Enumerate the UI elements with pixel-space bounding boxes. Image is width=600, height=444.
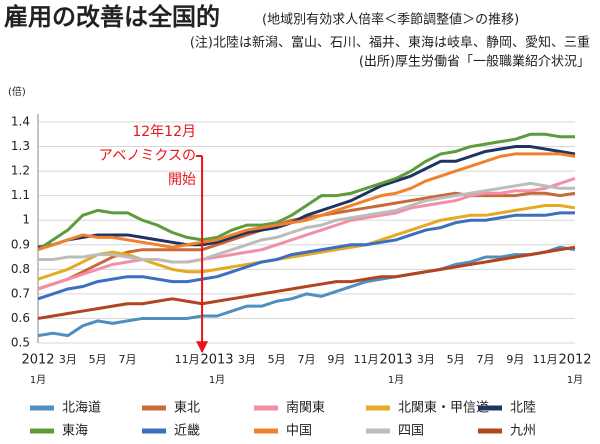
legend-label: 中国: [286, 424, 312, 439]
series-line: [37, 203, 576, 281]
y-tick-label: 1.1: [11, 188, 30, 202]
series-line: [37, 145, 576, 249]
legend-label: 東海: [62, 423, 88, 439]
series-line: [37, 245, 576, 338]
series-line: [37, 191, 576, 291]
series-line: [37, 177, 576, 291]
chart-subtitle: (地域別有効求人倍率＜季節調整値＞の推移): [262, 12, 519, 28]
x-year-label: 2013: [379, 353, 412, 368]
x-tick-label: 1月: [30, 374, 46, 386]
legend-label: 九州: [510, 424, 536, 439]
x-tick-label: 3月: [417, 353, 435, 366]
x-tick-label: 11月: [354, 353, 379, 366]
series-line: [38, 181, 575, 264]
y-tick-label: 0.7: [11, 286, 30, 300]
y-tick-label: 0.5: [11, 336, 30, 350]
legend-label: 近畿: [174, 424, 200, 439]
y-axis-label: (倍): [8, 85, 26, 98]
x-year-label: 2012: [21, 353, 54, 368]
y-tick-label: 0.6: [11, 311, 30, 325]
chart-title: 雇用の改善は全国的: [4, 3, 220, 31]
y-tick-label: 1: [22, 213, 30, 227]
x-tick-label: 3月: [59, 353, 77, 366]
x-year-label: 2012: [558, 353, 591, 368]
legend-label: 北海道: [62, 401, 101, 416]
y-tick-label: 1.2: [11, 164, 30, 178]
series-line: [37, 152, 576, 252]
x-tick-label: 5月: [89, 353, 107, 366]
note: (出所)厚生労働省「一般職業紹介状況」: [359, 54, 590, 70]
x-tick-label: 7月: [119, 353, 137, 366]
series-line: [37, 211, 575, 301]
legend-label: 南関東: [286, 400, 325, 416]
note: (注)北陸は新潟、富山、石川、福井、東海は岐阜、静岡、愛知、三重: [190, 35, 590, 51]
x-tick-label: 9月: [327, 353, 345, 366]
x-tick-label: 7月: [298, 353, 316, 366]
x-year-label: 2013: [200, 353, 233, 368]
x-tick-label: 3月: [238, 353, 256, 366]
y-tick-label: 0.9: [11, 237, 30, 251]
x-tick-label: 5月: [447, 353, 465, 366]
legend-label: 北関東・甲信道: [398, 400, 489, 416]
series-line: [37, 245, 576, 320]
annotation: 12年12月: [132, 124, 196, 140]
legend-label: 東北: [174, 400, 200, 416]
x-tick-label: 1月: [388, 374, 404, 386]
x-tick-label: 1月: [209, 374, 225, 386]
x-tick-label: 11月: [533, 353, 558, 366]
legend-label: 北陸: [510, 400, 536, 416]
legend-label: 四国: [398, 424, 424, 439]
x-tick-label: 5月: [268, 353, 286, 366]
annotation: 開始: [168, 172, 196, 188]
series-line: [37, 132, 575, 251]
x-tick-label: 7月: [477, 353, 495, 366]
x-tick-label: 11月: [175, 353, 200, 366]
y-tick-label: 0.8: [11, 262, 30, 276]
y-tick-label: 1.3: [11, 139, 30, 153]
x-tick-label: 1月: [567, 374, 583, 386]
annotation: アベノミクスの: [99, 148, 196, 164]
x-tick-label: 9月: [506, 353, 524, 366]
y-tick-label: 1.4: [11, 115, 30, 129]
